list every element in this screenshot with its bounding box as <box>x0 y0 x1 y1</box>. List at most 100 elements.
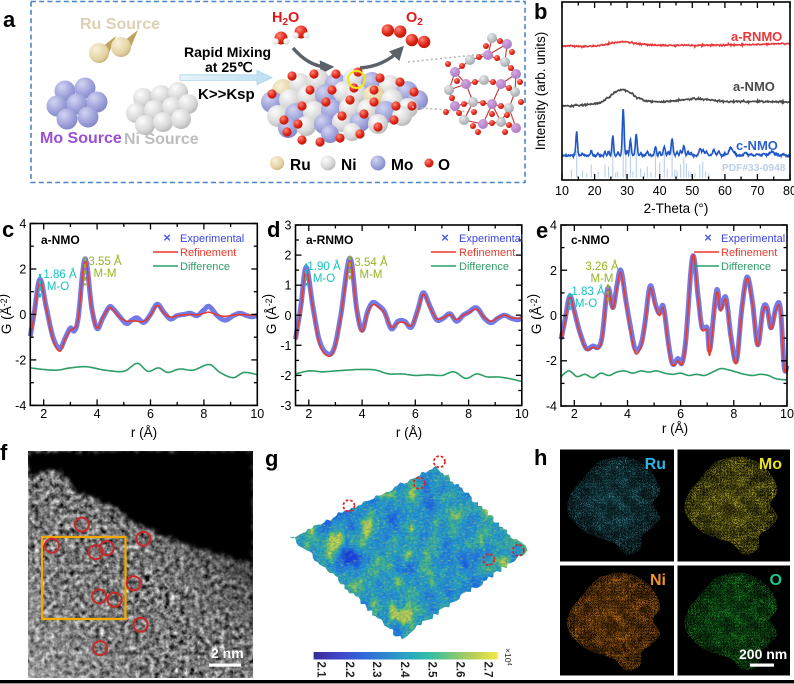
svg-text:10: 10 <box>780 407 794 421</box>
svg-text:M-O: M-O <box>313 273 335 285</box>
svg-text:6: 6 <box>412 407 419 421</box>
svg-text:Ru: Ru <box>645 456 666 473</box>
svg-text:70: 70 <box>750 184 764 198</box>
svg-text:G (Å-2): G (Å-2) <box>260 294 279 334</box>
svg-text:4: 4 <box>550 219 557 233</box>
svg-text:2: 2 <box>40 407 47 421</box>
svg-text:Difference: Difference <box>180 261 230 273</box>
svg-text:40: 40 <box>653 184 667 198</box>
svg-text:0: 0 <box>19 308 26 322</box>
svg-text:at 25℃: at 25℃ <box>205 59 253 75</box>
svg-text:PDF#33-0948: PDF#33-0948 <box>722 163 786 174</box>
svg-text:×: × <box>704 230 712 245</box>
svg-text:-4: -4 <box>546 400 557 414</box>
svg-text:G (Å-2): G (Å-2) <box>525 294 544 334</box>
svg-text:-2: -2 <box>546 354 557 368</box>
svg-text:Experimental: Experimental <box>180 233 244 245</box>
svg-text:0: 0 <box>550 309 557 323</box>
svg-text:10: 10 <box>555 184 569 198</box>
svg-text:×: × <box>163 230 171 245</box>
svg-text:2.6: 2.6 <box>454 662 466 678</box>
svg-text:a: a <box>3 7 16 32</box>
svg-text:Refinement: Refinement <box>180 247 236 259</box>
svg-text:3: 3 <box>285 219 292 233</box>
svg-text:Difference: Difference <box>721 261 771 273</box>
svg-text:2.5: 2.5 <box>426 662 438 679</box>
svg-text:a-NMO: a-NMO <box>41 233 80 247</box>
svg-text:-3: -3 <box>280 399 291 413</box>
svg-text:Ni: Ni <box>650 572 666 589</box>
svg-text:h: h <box>534 445 547 470</box>
svg-text:M-M: M-M <box>591 273 614 285</box>
svg-text:a-RNMO: a-RNMO <box>731 29 782 44</box>
svg-text:r (Å): r (Å) <box>662 421 688 436</box>
svg-text:c-NMO: c-NMO <box>736 138 778 153</box>
svg-text:O: O <box>770 572 782 589</box>
svg-text:Ru: Ru <box>290 157 311 174</box>
svg-text:Experimental: Experimental <box>721 233 785 245</box>
svg-text:2: 2 <box>550 264 557 278</box>
svg-text:Mo: Mo <box>759 456 782 473</box>
svg-text:c-NMO: c-NMO <box>571 233 610 247</box>
svg-text:H2O: H2O <box>272 10 299 28</box>
svg-text:Difference: Difference <box>459 261 509 273</box>
svg-text:60: 60 <box>718 184 732 198</box>
svg-text:2-Theta (°): 2-Theta (°) <box>644 201 709 216</box>
svg-text:Rapid Mixing: Rapid Mixing <box>184 44 271 60</box>
svg-text:K>>Ksp: K>>Ksp <box>198 86 255 103</box>
svg-text:1: 1 <box>285 279 292 293</box>
svg-text:8: 8 <box>200 407 207 421</box>
svg-text:2 nm: 2 nm <box>211 645 244 661</box>
svg-text:×104: ×104 <box>503 648 513 666</box>
svg-text:r (Å): r (Å) <box>131 425 157 440</box>
svg-text:10: 10 <box>515 407 529 421</box>
svg-text:10: 10 <box>250 407 264 421</box>
svg-text:a-NMO: a-NMO <box>733 79 775 94</box>
svg-text:4: 4 <box>94 407 101 421</box>
svg-text:-2: -2 <box>15 353 26 367</box>
svg-text:3.55 Å: 3.55 Å <box>88 255 122 268</box>
svg-text:-4: -4 <box>15 399 26 413</box>
svg-text:4: 4 <box>359 407 366 421</box>
svg-text:3.26 Å: 3.26 Å <box>585 260 619 273</box>
svg-text:2.4: 2.4 <box>398 662 410 679</box>
svg-text:M-M: M-M <box>360 269 383 281</box>
svg-text:2.7: 2.7 <box>481 662 493 678</box>
svg-text:-1: -1 <box>280 339 291 353</box>
svg-text:80: 80 <box>783 184 794 198</box>
svg-text:G (Å-2): G (Å-2) <box>0 294 14 334</box>
svg-text:1.83 Å: 1.83 Å <box>571 285 605 298</box>
svg-text:×: × <box>441 230 449 245</box>
svg-text:r (Å): r (Å) <box>396 425 422 440</box>
svg-text:Experimental: Experimental <box>459 233 523 245</box>
svg-text:2.1: 2.1 <box>315 662 327 679</box>
svg-text:2.2: 2.2 <box>343 662 355 678</box>
svg-text:3.54 Å: 3.54 Å <box>354 256 388 269</box>
svg-text:2: 2 <box>305 407 312 421</box>
svg-text:Mo: Mo <box>391 157 413 174</box>
svg-text:1.86 Å: 1.86 Å <box>43 268 77 281</box>
svg-text:e: e <box>536 218 548 243</box>
svg-text:Refinement: Refinement <box>459 247 515 259</box>
svg-text:Mo Source: Mo Source <box>40 130 122 147</box>
svg-text:M-O: M-O <box>575 298 597 310</box>
svg-text:g: g <box>265 446 278 471</box>
svg-text:2.3: 2.3 <box>370 662 382 678</box>
svg-text:M-M: M-M <box>94 268 117 280</box>
svg-text:0: 0 <box>285 309 292 323</box>
svg-text:Ni: Ni <box>341 157 357 174</box>
svg-text:6: 6 <box>147 407 154 421</box>
svg-text:O2: O2 <box>406 10 423 28</box>
svg-text:2: 2 <box>19 263 26 277</box>
svg-text:8: 8 <box>465 407 472 421</box>
svg-text:2: 2 <box>571 407 578 421</box>
svg-text:f: f <box>0 440 8 465</box>
svg-text:2: 2 <box>285 249 292 263</box>
svg-text:c: c <box>2 217 14 242</box>
svg-text:1.90 Å: 1.90 Å <box>307 260 341 273</box>
svg-text:b: b <box>534 0 547 24</box>
svg-text:4: 4 <box>624 407 631 421</box>
svg-text:20: 20 <box>588 184 602 198</box>
svg-text:8: 8 <box>730 407 737 421</box>
svg-text:d: d <box>267 217 280 242</box>
